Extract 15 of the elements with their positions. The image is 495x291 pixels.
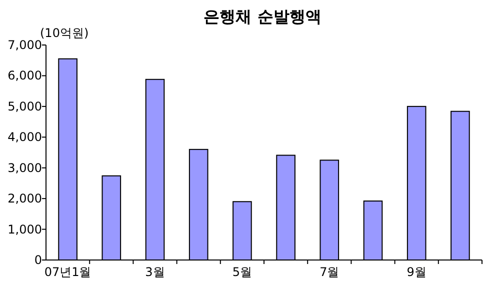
x-tick-label: 3월: [145, 265, 165, 279]
x-tick-label: 7월: [320, 265, 340, 279]
y-tick-label: 4,000: [8, 130, 42, 144]
x-tick-label: 9월: [406, 265, 426, 279]
y-tick-label: 0: [34, 253, 42, 267]
y-tick-label: 6,000: [8, 68, 42, 83]
y-tick-label: 5,000: [8, 99, 42, 114]
y-tick-label: 7,000: [8, 38, 42, 52]
y-tick-label: 2,000: [8, 192, 42, 206]
x-tick-label: 5월: [232, 265, 252, 279]
x-tick-label: 07년1월: [44, 265, 92, 279]
y-axis-title: (10억원): [40, 26, 89, 40]
y-tick-label: 1,000: [8, 222, 42, 236]
chart-title: 은행채 순발행액: [204, 7, 322, 26]
y-tick-label: 3,000: [8, 160, 42, 175]
